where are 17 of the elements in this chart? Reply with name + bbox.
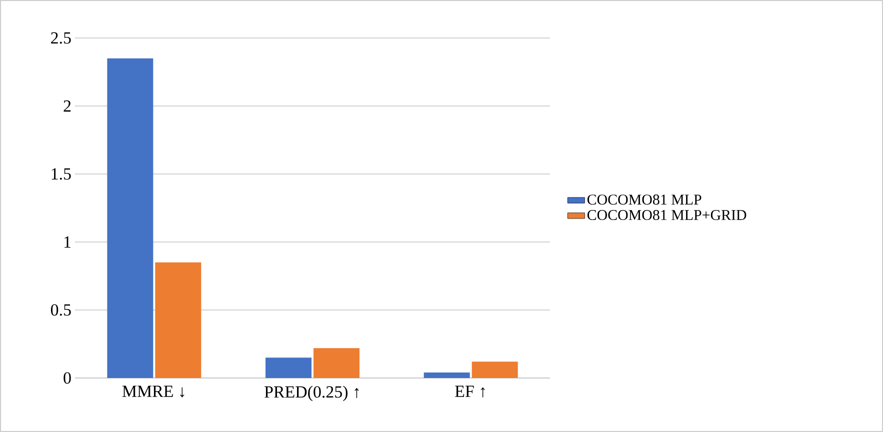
y-tick-label: 1 xyxy=(64,236,70,248)
legend-label: COCOMO81 MLP+GRID xyxy=(587,210,746,220)
bar xyxy=(266,358,312,378)
x-tick-label: PRED(0.25) ↑ xyxy=(264,386,359,402)
bar xyxy=(155,262,202,378)
y-tick-label: 2.5 xyxy=(51,32,71,44)
y-tick-label: 0 xyxy=(64,372,71,384)
x-tick-label: MMRE ↓ xyxy=(122,386,184,398)
bar xyxy=(472,362,518,378)
bar xyxy=(314,348,360,378)
bar xyxy=(424,372,470,378)
y-tick-label: 0.5 xyxy=(50,304,71,316)
y-tick-label: 2 xyxy=(64,100,71,112)
y-tick-label: 1.5 xyxy=(52,168,71,180)
legend-label: COCOMO81 MLP xyxy=(587,194,702,205)
x-tick-label: EF ↑ xyxy=(455,386,485,398)
bar xyxy=(107,58,154,378)
